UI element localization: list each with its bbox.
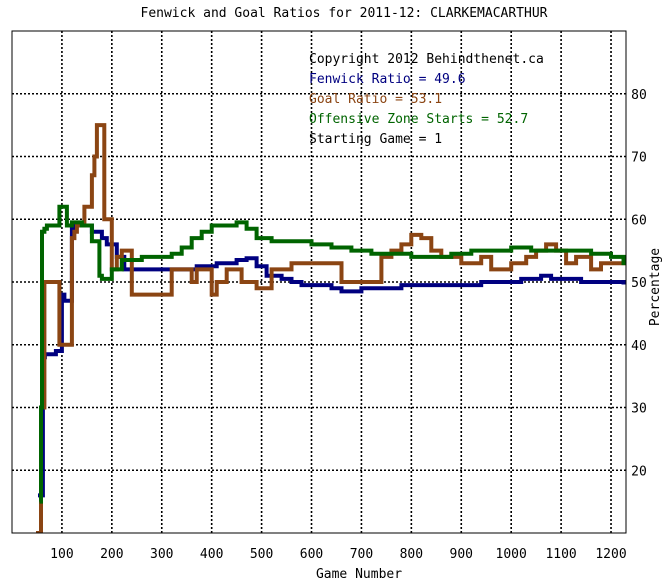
annotation-1: Fenwick Ratio = 49.6 — [309, 72, 466, 87]
y-tick-label-80: 80 — [631, 88, 647, 103]
annotation-2: Goal Ratio = 53.1 — [309, 92, 442, 107]
series-lines — [36, 123, 626, 533]
x-tick-label-500: 500 — [250, 547, 273, 562]
x-tick-labels: 100 200 300 400 500 600 700 800 900 1000 1100 1200 — [50, 547, 627, 562]
chart-title: Fenwick and Goal Ratios for 2011-12: CLA… — [141, 6, 548, 21]
x-tick-label-1000: 1000 — [496, 547, 527, 562]
annotation-3: Offensive Zone Starts = 52.7 — [309, 112, 528, 127]
x-tick-label-900: 900 — [450, 547, 473, 562]
x-tick-label-1100: 1100 — [545, 547, 576, 562]
series-line-fenwick-ratio — [38, 223, 626, 498]
x-tick-label-1200: 1200 — [595, 547, 626, 562]
y-tick-label-20: 20 — [631, 464, 647, 479]
series-line-goal-ratio — [36, 123, 626, 533]
y-tick-label-40: 40 — [631, 339, 647, 354]
y-tick-label-50: 50 — [631, 276, 647, 291]
x-tick-label-100: 100 — [50, 547, 73, 562]
x-tick-label-300: 300 — [150, 547, 173, 562]
x-tick-label-400: 400 — [200, 547, 223, 562]
y-axis-label: Percentage — [648, 248, 663, 326]
x-axis-label: Game Number — [316, 567, 402, 580]
y-tick-label-30: 30 — [631, 402, 647, 417]
annotations: Copyright 2012 Behindthenet.ca Fenwick Ra… — [309, 52, 544, 147]
x-tick-label-800: 800 — [400, 547, 423, 562]
y-tick-label-70: 70 — [631, 151, 647, 166]
y-tick-labels: 20 30 40 50 60 70 80 — [631, 88, 647, 480]
plot-frame — [11, 30, 627, 534]
y-tick-label-60: 60 — [631, 213, 647, 228]
x-tick-label-600: 600 — [300, 547, 323, 562]
annotation-0: Copyright 2012 Behindthenet.ca — [309, 52, 544, 67]
x-tick-label-700: 700 — [350, 547, 373, 562]
x-tick-label-200: 200 — [100, 547, 123, 562]
annotation-4: Starting Game = 1 — [309, 132, 442, 147]
series-line-offensive-zone-starts — [39, 204, 626, 504]
